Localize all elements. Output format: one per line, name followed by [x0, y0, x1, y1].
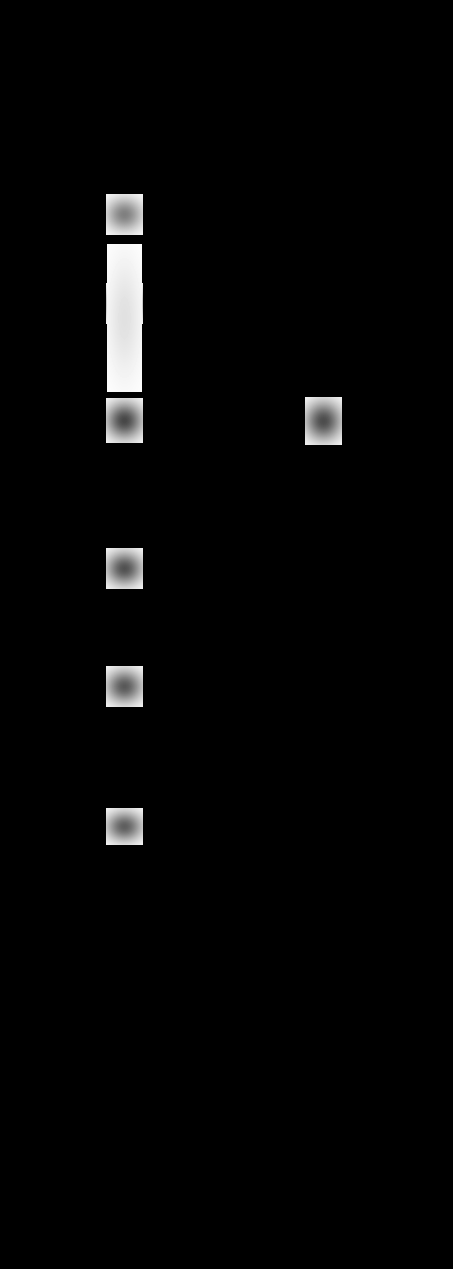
Text: 230 -: 230 - — [40, 208, 72, 222]
Text: 66 -: 66 - — [48, 562, 72, 575]
Text: 40 -: 40 - — [48, 680, 72, 693]
Text: 12 -: 12 - — [48, 820, 72, 832]
Text: - RBM15: - RBM15 — [360, 415, 412, 428]
Text: 180 -: 180 - — [40, 297, 72, 310]
Text: 116 -: 116 - — [40, 415, 72, 428]
